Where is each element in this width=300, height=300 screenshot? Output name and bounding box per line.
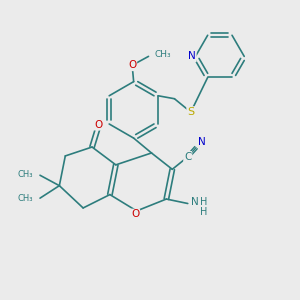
Text: S: S [187,107,194,117]
Text: CH₃: CH₃ [18,170,34,179]
Text: N: N [198,137,206,147]
Text: N: N [188,51,196,62]
Text: O: O [131,209,139,220]
Text: CH₃: CH₃ [154,50,171,59]
Text: H: H [200,207,208,217]
Text: O: O [95,120,103,130]
Text: H: H [200,197,208,207]
Text: N: N [191,197,199,207]
Text: C: C [184,152,191,162]
Text: CH₃: CH₃ [18,194,34,203]
Text: O: O [128,60,136,70]
